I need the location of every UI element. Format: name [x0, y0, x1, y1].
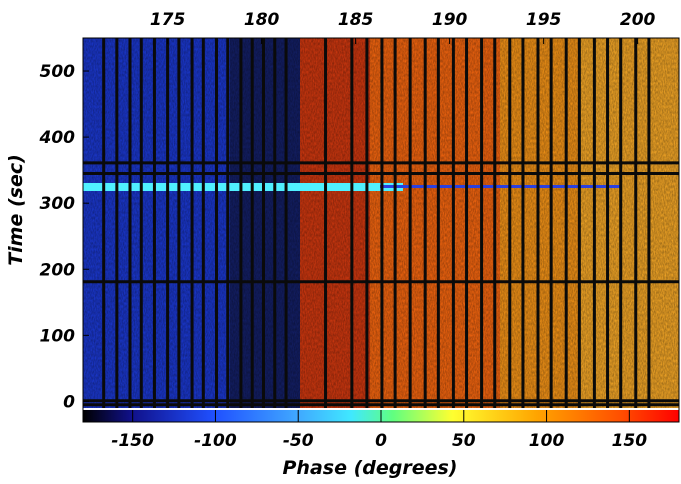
bright-stripe-tail [380, 185, 620, 188]
colorbar-tick-label: 0 [375, 431, 387, 451]
y-tick-label: 0 [63, 392, 75, 412]
top-tick-label: 195 [526, 10, 562, 30]
y-axis: 0 100 200 300 400 500 [39, 62, 89, 412]
top-tick-label: 190 [432, 10, 468, 30]
bright-stripe [83, 183, 403, 191]
colorbar-tick-label: 50 [452, 431, 476, 451]
y-tick-label: 300 [40, 194, 76, 214]
y-tick-label: 100 [40, 326, 76, 346]
colorbar-tick-label: -50 [283, 431, 314, 451]
top-tick-label: 180 [244, 10, 280, 30]
colorbar-tick-label: -100 [194, 431, 237, 451]
colorbar-axis: -150 -100 -50 0 50 100 150 [111, 410, 647, 451]
colorbar-tick-label: 150 [612, 431, 648, 451]
colorbar-tick-label: -150 [111, 431, 154, 451]
y-tick-label: 200 [40, 260, 76, 280]
heatmap-plot [83, 38, 679, 408]
y-axis-title: Time (sec) [5, 154, 27, 266]
top-tick-label: 175 [150, 10, 186, 30]
top-tick-label: 185 [338, 10, 374, 30]
y-tick-label: 500 [40, 62, 76, 82]
colorbar-tick-label: 100 [529, 431, 565, 451]
y-tick-label: 400 [39, 128, 76, 148]
divider-lines [83, 38, 679, 408]
top-axis: 175 180 185 190 195 200 [150, 10, 656, 44]
top-tick-label: 200 [620, 10, 656, 30]
x-axis-title: Phase (degrees) [283, 457, 458, 479]
